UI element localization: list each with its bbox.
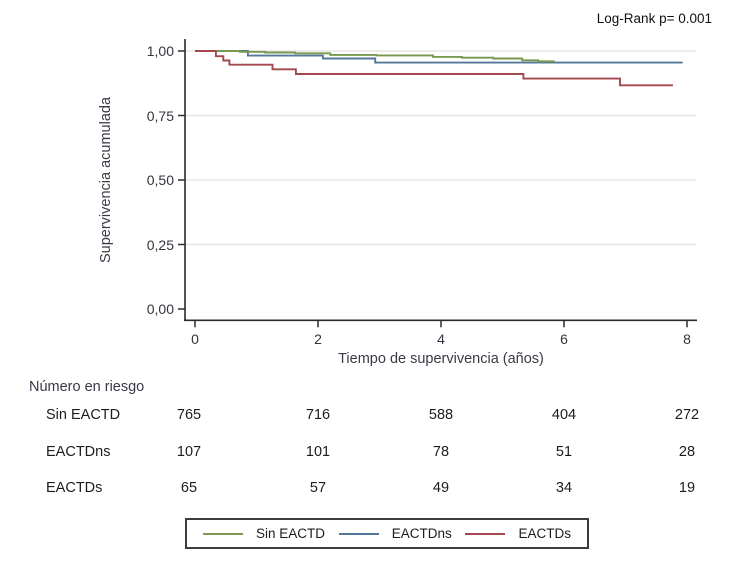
x-tick-label: 0: [191, 331, 199, 347]
x-tick-label: 8: [683, 331, 691, 347]
risk-value: 19: [678, 480, 696, 496]
risk-value: 78: [432, 443, 450, 460]
risk-value: 49: [432, 480, 450, 496]
y-tick-label: 0,75: [146, 107, 174, 124]
legend-entry: EACTDs: [465, 526, 571, 541]
legend-label: EACTDns: [391, 526, 452, 541]
risk-value: 57: [309, 480, 327, 496]
risk-value: 34: [555, 480, 573, 496]
risk-row-label: Sin EACTD: [46, 407, 121, 423]
x-tick-label: 2: [314, 331, 322, 347]
risk-value: 101: [305, 443, 331, 460]
risk-row-label: EACTDns: [46, 443, 111, 460]
risk-value: 28: [678, 443, 696, 460]
legend-line-swatch: [465, 532, 506, 535]
y-tick-label: 0,00: [146, 301, 174, 317]
survival-curve-sin-eactd: [195, 50, 555, 63]
x-tick-label: 4: [437, 331, 445, 347]
risk-table-title: Número en riesgo: [29, 379, 145, 395]
risk-value: 51: [555, 443, 573, 460]
y-tick-label: 1,00: [146, 43, 174, 59]
y-tick-label: 0,25: [146, 236, 174, 253]
legend-line-swatch: [203, 532, 243, 535]
legend-line-swatch: [338, 532, 379, 535]
risk-value: 404: [551, 407, 577, 423]
log-rank-annotation: Log-Rank p= 0.001: [596, 11, 712, 26]
legend-label: EACTDs: [518, 526, 571, 541]
legend-entry: EACTDns: [338, 526, 452, 541]
legend-box: Sin EACTD EACTDns EACTDs: [185, 518, 589, 549]
risk-row-label: EACTDs: [46, 480, 103, 496]
y-tick-label: 0,50: [146, 172, 174, 188]
legend-entry: Sin EACTD: [203, 526, 325, 541]
x-axis-title: Tiempo de supervivencia (años): [338, 351, 544, 367]
survival-curve-eactds: [195, 50, 673, 87]
legend-label: Sin EACTD: [256, 526, 326, 541]
risk-value: 107: [176, 443, 202, 460]
risk-value: 588: [428, 407, 454, 423]
risk-value: 65: [180, 480, 198, 496]
risk-value: 272: [674, 407, 700, 423]
risk-value: 716: [305, 407, 331, 423]
x-tick-label: 6: [560, 331, 568, 347]
risk-value: 765: [176, 407, 202, 423]
y-axis-title: Supervivencia acumulada: [98, 96, 114, 264]
